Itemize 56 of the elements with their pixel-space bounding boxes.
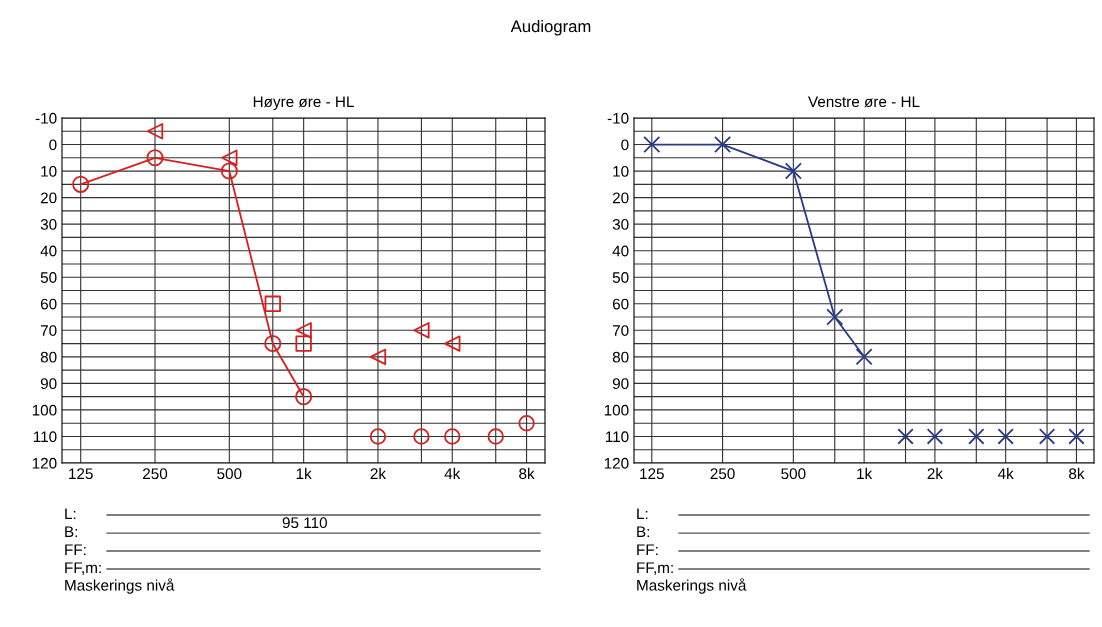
y-tick-label: 0: [621, 139, 629, 151]
y-tick-label: 110: [605, 431, 629, 443]
y-tick-label: 20: [40, 192, 57, 204]
x-tick-label: 1k: [857, 467, 873, 479]
y-tick-label: 70: [612, 325, 629, 336]
y-tick-label: 60: [40, 298, 57, 310]
y-tick-label: 100: [32, 404, 57, 416]
text: L:: [637, 508, 648, 519]
text: FF,m:: [637, 562, 673, 575]
x-tick-label: 250: [710, 468, 735, 480]
y-tick-label: 70: [40, 325, 57, 336]
x-tick-label: 2k: [927, 467, 943, 479]
x-tick-label: 500: [781, 468, 806, 480]
x-tick-label: 4k: [444, 467, 461, 479]
x-tick-label: 2k: [370, 467, 387, 479]
text: Maskerings nivå: [637, 578, 747, 594]
y-tick-label: 50: [612, 272, 629, 283]
text: 95 110: [282, 517, 327, 529]
x-tick-label: 500: [217, 468, 242, 480]
y-tick-label: -10: [607, 112, 629, 124]
x-tick-label: 125: [69, 468, 93, 480]
y-tick-label: 10: [613, 165, 629, 177]
y-tick-label: 80: [612, 351, 629, 363]
text: FF:: [65, 544, 86, 555]
text: B:: [637, 526, 650, 537]
y-tick-label: 30: [612, 219, 629, 230]
y-tick-label: 30: [40, 219, 57, 230]
text: Maskerings nivå: [65, 578, 175, 594]
text: B:: [65, 526, 78, 537]
text: FF,m:: [65, 562, 101, 575]
chart-subtitle: Høyre øre - HL: [253, 96, 354, 111]
y-tick-label: 0: [49, 139, 57, 151]
y-tick-label: 50: [40, 272, 57, 283]
y-tick-label: 60: [612, 298, 629, 310]
text: L:: [65, 508, 76, 519]
text: FF:: [637, 544, 658, 555]
y-tick-label: 10: [41, 165, 57, 177]
x-tick-label: 4k: [997, 467, 1014, 479]
y-tick-label: -10: [35, 112, 57, 124]
y-tick-label: 110: [33, 431, 57, 443]
y-tick-label: 20: [612, 192, 629, 204]
y-tick-label: 120: [32, 457, 57, 469]
x-tick-label: 8k: [519, 467, 535, 480]
chart-subtitle: Venstre øre - HL: [808, 96, 920, 108]
x-tick-label: 125: [640, 468, 664, 480]
y-tick-label: 120: [604, 457, 629, 469]
x-tick-label: 250: [143, 468, 168, 480]
y-tick-label: 100: [604, 404, 629, 416]
y-tick-label: 90: [612, 378, 629, 390]
y-tick-label: 80: [40, 351, 57, 363]
y-tick-label: 40: [612, 245, 629, 257]
y-tick-label: 40: [40, 245, 57, 257]
chart-title: Audiogram: [510, 20, 591, 36]
x-tick-label: 8k: [1069, 467, 1085, 480]
y-tick-label: 90: [40, 378, 57, 390]
x-tick-label: 1k: [296, 467, 312, 479]
